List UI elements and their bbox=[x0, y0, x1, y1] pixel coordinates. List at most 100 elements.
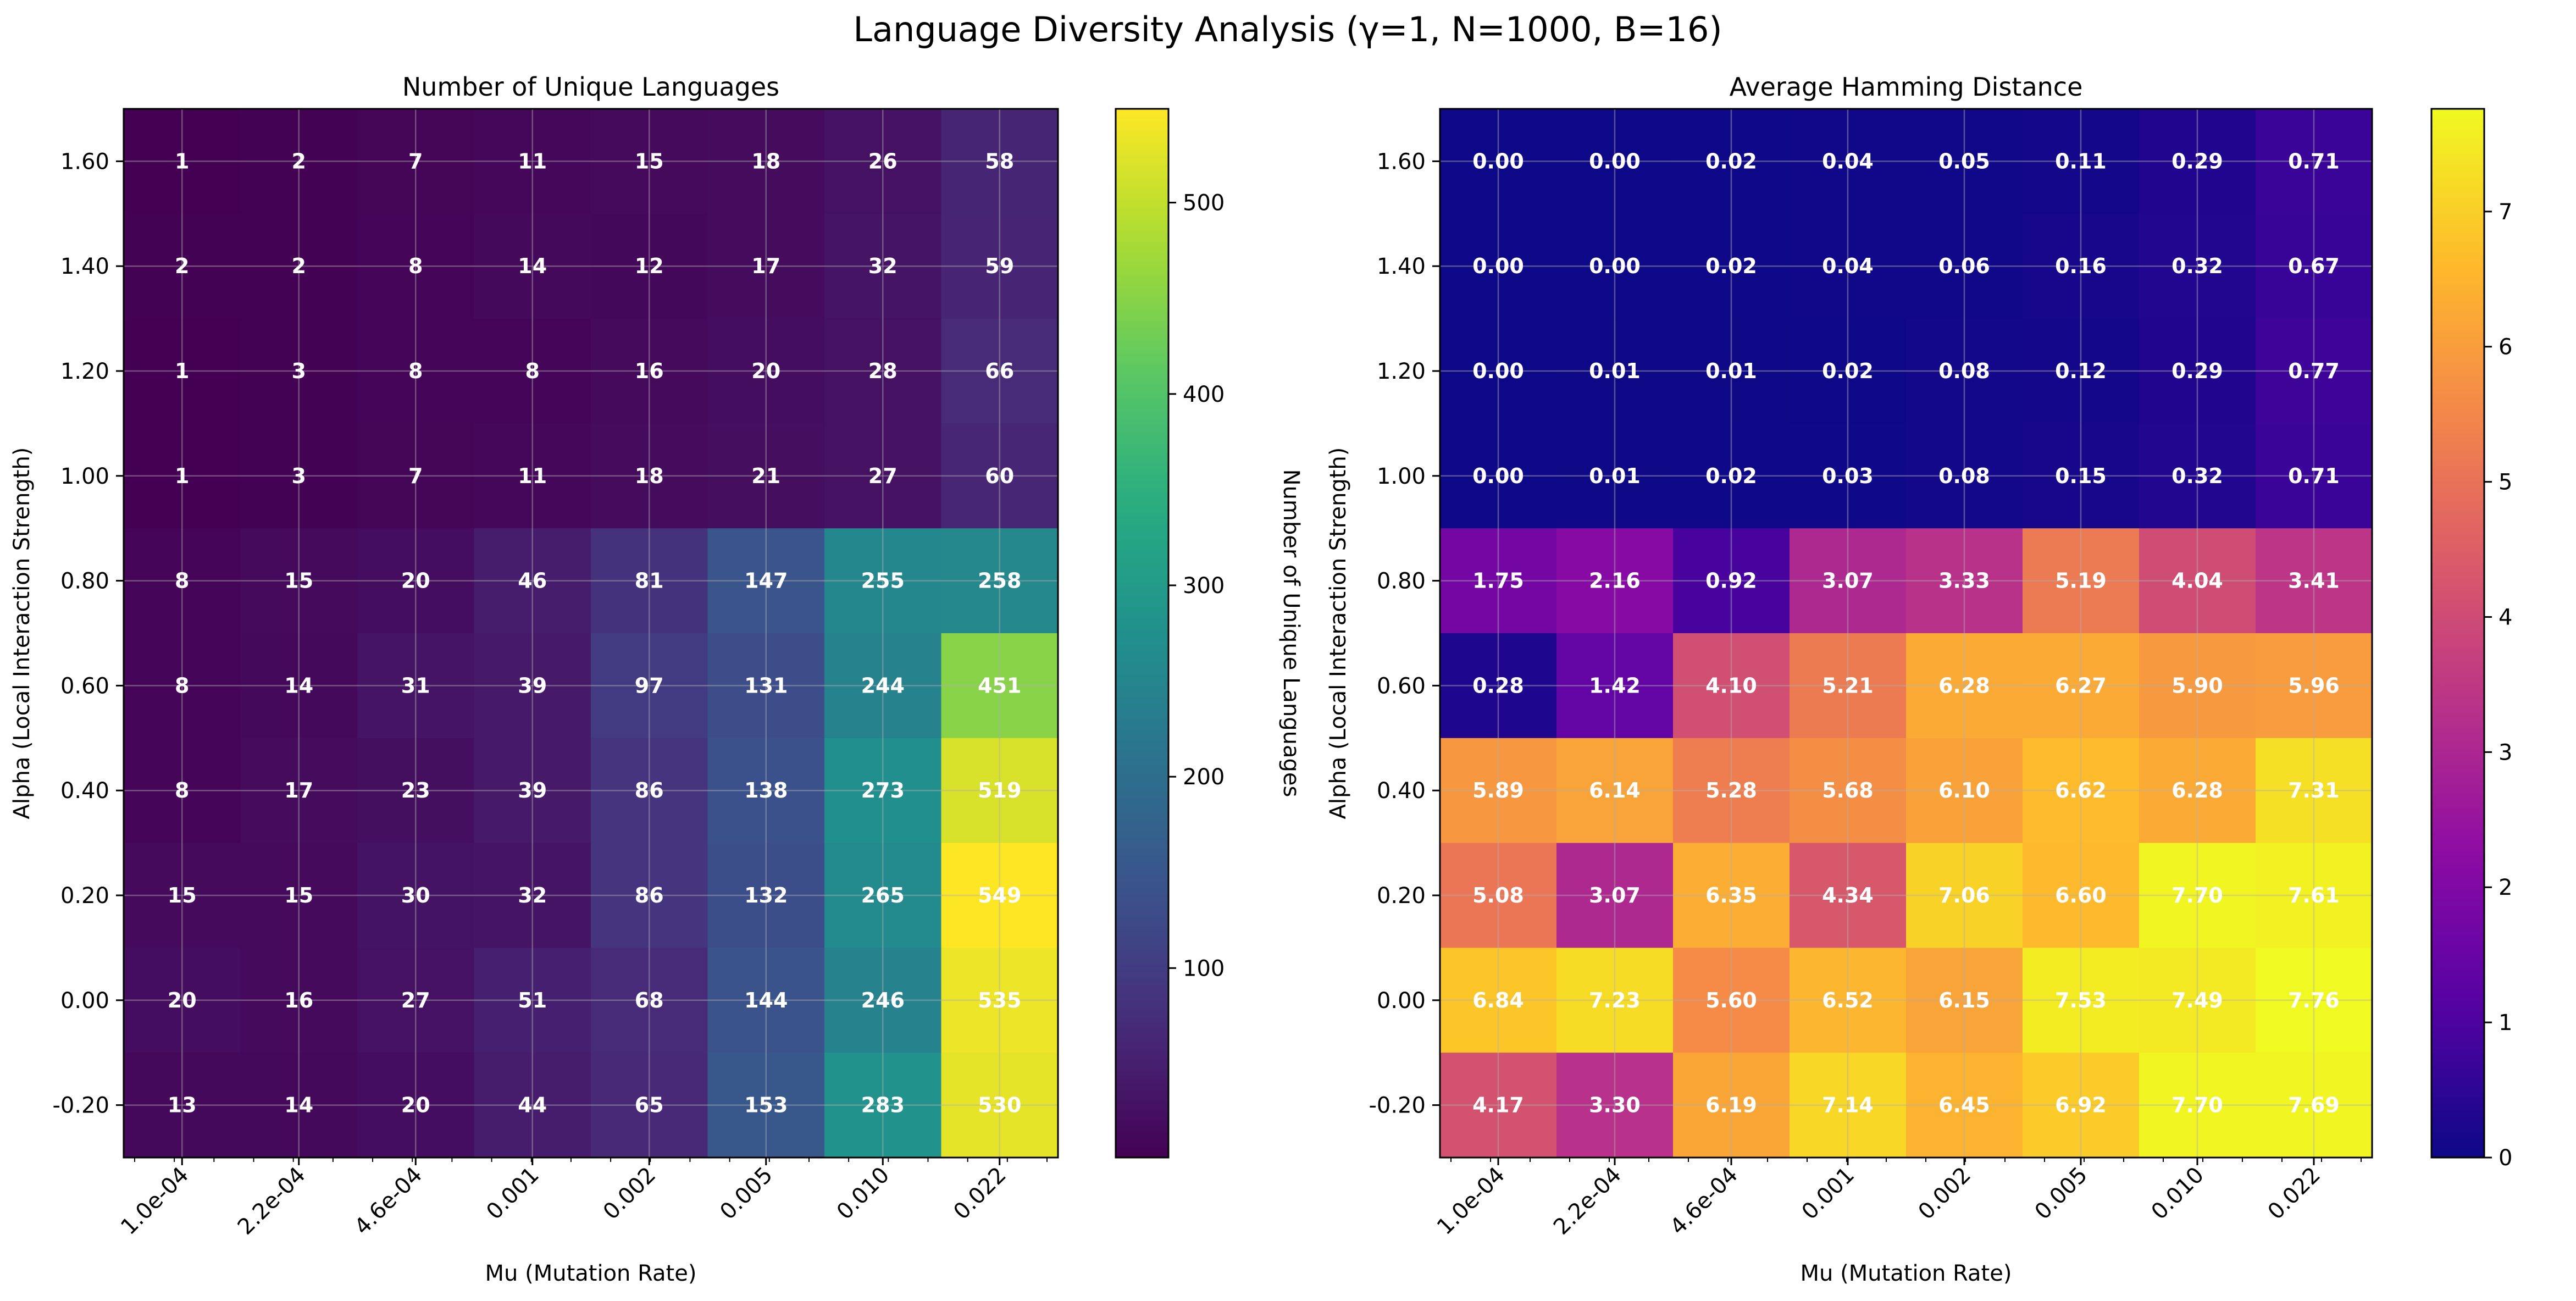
heatmap-cell bbox=[591, 318, 708, 424]
heatmap-cell bbox=[2139, 213, 2256, 319]
x-tick-label: 4.6e-04 bbox=[1665, 1162, 1743, 1240]
cell-value-label: 11 bbox=[518, 149, 547, 173]
cell-value-label: 3.41 bbox=[2288, 569, 2340, 593]
heatmap-cell bbox=[591, 1053, 708, 1158]
x-tick-label: 2.2e-04 bbox=[233, 1162, 311, 1240]
cell-value-label: 0.02 bbox=[1822, 359, 1874, 383]
cell-value-label: 7.69 bbox=[2288, 1093, 2340, 1117]
y-tick-label: 0.60 bbox=[60, 673, 109, 699]
cell-value-label: 5.96 bbox=[2288, 673, 2340, 697]
y-tick-label: 1.00 bbox=[60, 464, 109, 489]
heatmap-cell bbox=[2139, 738, 2256, 844]
heatmap-cell bbox=[2023, 318, 2140, 424]
heatmap-cell bbox=[1673, 948, 1790, 1053]
cell-value-label: 6.52 bbox=[1822, 988, 1874, 1012]
heatmap-cell bbox=[1673, 109, 1790, 214]
heatmap-cell bbox=[1556, 528, 1674, 634]
cell-value-label: 0.00 bbox=[1589, 149, 1641, 173]
heatmap-cell bbox=[707, 318, 825, 424]
cell-value-label: 15 bbox=[635, 149, 664, 173]
cell-value-label: 27 bbox=[868, 464, 898, 488]
heatmap-cell bbox=[1556, 948, 1674, 1053]
heatmap-cell bbox=[2139, 423, 2256, 529]
cell-value-label: 7.53 bbox=[2055, 988, 2107, 1012]
cell-value-label: 86 bbox=[635, 883, 664, 907]
heatmap-cell bbox=[1440, 738, 1557, 844]
heatmap-cell bbox=[1440, 633, 1557, 739]
heatmap-cell bbox=[1906, 843, 2023, 948]
cell-value-label: 8 bbox=[175, 778, 189, 802]
heatmap-cell bbox=[1790, 318, 1907, 424]
colorbar-tick-label: 1 bbox=[2499, 1010, 2512, 1036]
heatmap-cell bbox=[941, 528, 1059, 634]
x-tick-label: 0.002 bbox=[1914, 1162, 1976, 1225]
heatmap-cell bbox=[124, 1053, 241, 1158]
heatmap-cell bbox=[2023, 633, 2140, 739]
cell-value-label: 7.31 bbox=[2288, 778, 2340, 802]
y-tick-label: 1.60 bbox=[60, 149, 109, 174]
heatmap-cell bbox=[1906, 738, 2023, 844]
heatmap-cell bbox=[357, 109, 475, 214]
heatmap-cell bbox=[1673, 633, 1790, 739]
cell-value-label: 7.61 bbox=[2288, 883, 2340, 907]
cell-value-label: 0.05 bbox=[1938, 149, 1990, 173]
cell-value-label: 39 bbox=[518, 673, 547, 697]
heatmap-cell bbox=[474, 633, 591, 739]
cell-value-label: 7 bbox=[408, 464, 423, 488]
heatmap-cell bbox=[240, 213, 358, 319]
cell-value-label: 66 bbox=[985, 359, 1014, 383]
heatmap-cell bbox=[2023, 109, 2140, 214]
cell-value-label: 2 bbox=[175, 254, 189, 278]
heatmap-cell bbox=[2023, 1053, 2140, 1158]
cell-value-label: 30 bbox=[401, 883, 430, 907]
cell-value-label: 2.16 bbox=[1589, 569, 1641, 593]
heatmap-cell bbox=[1790, 633, 1907, 739]
cell-value-label: 5.19 bbox=[2055, 569, 2107, 593]
y-tick-label: -0.20 bbox=[53, 1093, 110, 1119]
cell-value-label: 138 bbox=[744, 778, 788, 802]
x-tick-label: 1.0e-04 bbox=[116, 1162, 193, 1240]
cell-value-label: 26 bbox=[868, 149, 898, 173]
x-tick-label: 0.005 bbox=[715, 1162, 778, 1225]
x-tick-label: 0.022 bbox=[2263, 1162, 2326, 1225]
colorbar-tick-label: 100 bbox=[1183, 956, 1225, 981]
cell-value-label: 5.08 bbox=[1472, 883, 1524, 907]
cell-value-label: 15 bbox=[284, 883, 313, 907]
cell-value-label: 16 bbox=[635, 359, 664, 383]
y-tick-label: 1.00 bbox=[1377, 464, 1426, 489]
heatmap-cell bbox=[824, 528, 942, 634]
heatmap-cell bbox=[591, 109, 708, 214]
heatmap-cell bbox=[1906, 318, 2023, 424]
heatmap-cell bbox=[240, 843, 358, 948]
cell-value-label: 0.04 bbox=[1822, 149, 1874, 173]
cell-value-label: 549 bbox=[978, 883, 1021, 907]
heatmap-cell bbox=[2139, 948, 2256, 1053]
colorbar-tick-label: 400 bbox=[1183, 382, 1225, 407]
y-tick-label: 0.40 bbox=[60, 778, 109, 804]
cell-value-label: 131 bbox=[744, 673, 788, 697]
cell-value-label: 6.10 bbox=[1938, 778, 1990, 802]
y-tick-label: 0.60 bbox=[1377, 673, 1426, 699]
cell-value-label: 14 bbox=[284, 1093, 313, 1117]
heatmap-cell bbox=[357, 843, 475, 948]
heatmap-cell bbox=[2139, 843, 2256, 948]
cell-value-label: 60 bbox=[985, 464, 1014, 488]
cell-value-label: 0.02 bbox=[1705, 149, 1757, 173]
cell-value-label: 12 bbox=[635, 254, 664, 278]
cell-value-label: 153 bbox=[744, 1093, 788, 1117]
heatmap-cell bbox=[1440, 843, 1557, 948]
x-tick-label: 4.6e-04 bbox=[350, 1162, 427, 1240]
heatmap-cell bbox=[474, 948, 591, 1053]
y-tick-label: 0.20 bbox=[60, 883, 109, 909]
heatmap-cell bbox=[1673, 423, 1790, 529]
heatmap-cell bbox=[2139, 528, 2256, 634]
cell-value-label: 51 bbox=[518, 988, 547, 1012]
cell-value-label: 27 bbox=[401, 988, 430, 1012]
heatmap-cell bbox=[240, 109, 358, 214]
cell-value-label: 255 bbox=[861, 569, 905, 593]
heatmap-cell bbox=[1556, 633, 1674, 739]
heatmap-cell bbox=[824, 948, 942, 1053]
cell-value-label: 6.60 bbox=[2055, 883, 2107, 907]
heatmap-cell bbox=[824, 633, 942, 739]
